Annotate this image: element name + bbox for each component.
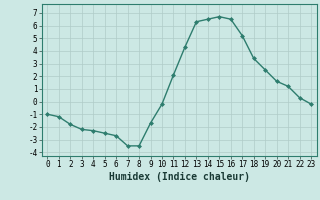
X-axis label: Humidex (Indice chaleur): Humidex (Indice chaleur) [109,172,250,182]
